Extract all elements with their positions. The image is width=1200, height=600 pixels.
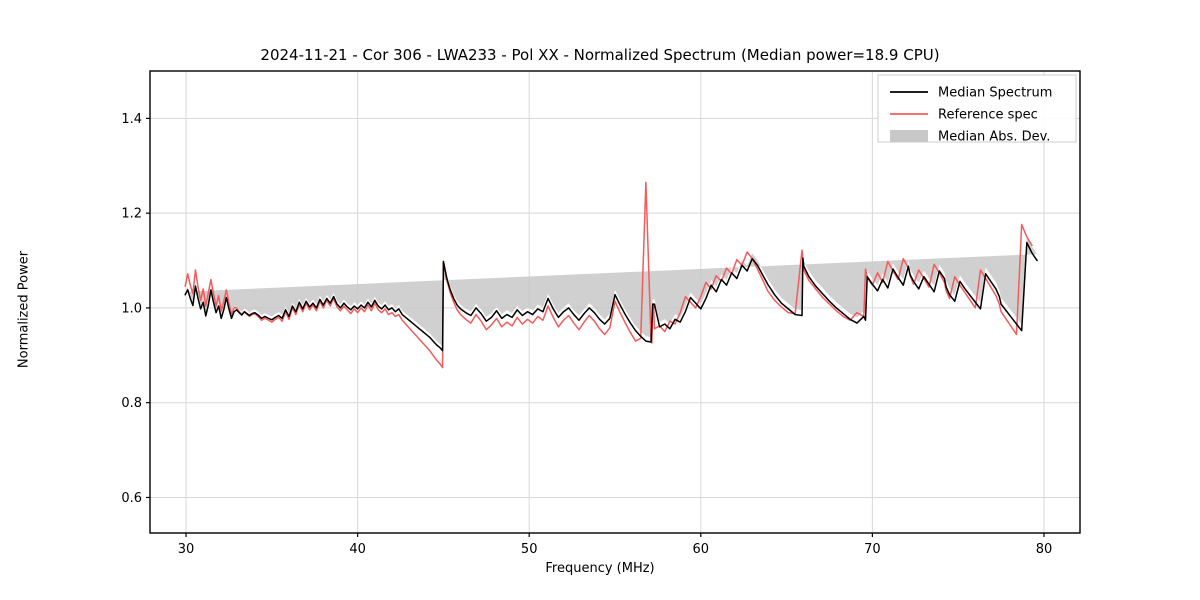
y-tick-label: 1.2 [121,207,142,222]
x-axis-label: Frequency (MHz) [545,561,655,576]
grid-lines [150,71,1080,533]
legend-item-label: Reference spec [938,108,1038,123]
x-tick-label: 50 [521,542,538,557]
x-tick-label: 70 [864,542,881,557]
series-lines [184,181,1038,369]
x-tick-label: 40 [349,542,366,557]
median-abs-dev-band [185,236,1038,347]
legend-item-label: Median Abs. Dev. [938,130,1050,145]
chart-title: 2024-11-21 - Cor 306 - LWA233 - Pol XX -… [260,46,940,64]
x-tick-label: 80 [1036,542,1053,557]
y-tick-label: 0.8 [121,396,142,411]
y-tick-label: 1.0 [121,301,142,316]
x-tick-label: 60 [693,542,710,557]
axis-ticks: 30 40 50 60 70 80 0.6 0.8 1.0 1.2 1.4 [121,112,1052,557]
chart-legend[interactable]: Median Spectrum Reference spec Median Abs.… [877,74,1077,145]
axes-frame [149,70,1081,534]
legend-item-label: Median Spectrum [938,86,1052,101]
x-tick-label: 30 [178,542,195,557]
y-tick-label: 0.6 [121,491,142,506]
y-tick-label: 1.4 [121,112,142,127]
